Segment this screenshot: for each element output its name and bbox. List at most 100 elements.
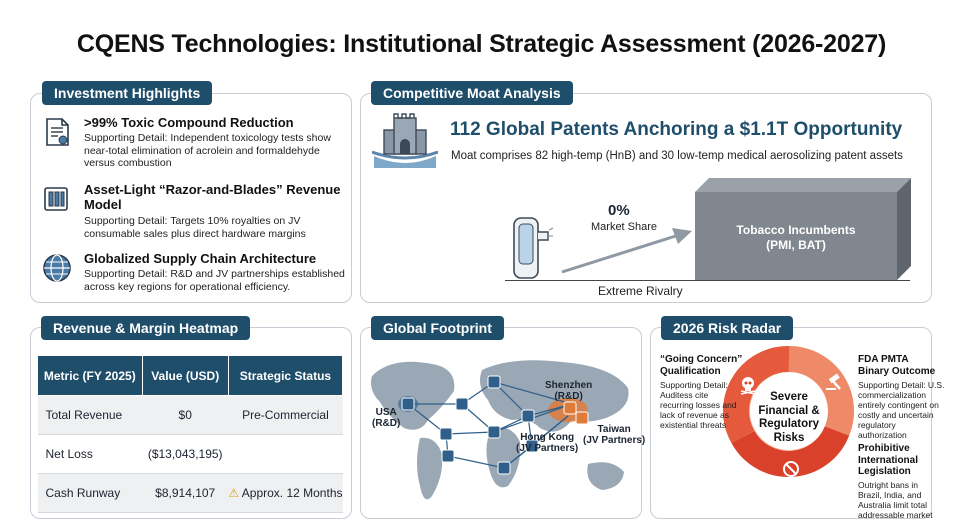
investment-highlights-tag: Investment Highlights [42, 81, 213, 105]
fda-pmta-title: FDA PMTA Binary Outcome [858, 354, 935, 377]
value-cell: $8,914,107 [142, 473, 229, 513]
risk-detail-line: regulatory [858, 420, 896, 430]
castle-moat-icon [372, 113, 438, 168]
incumbents-block [695, 178, 911, 280]
risk-detail-line: existential threats [660, 420, 727, 430]
risk-title-line: Legislation [858, 466, 911, 477]
table-header-row: Metric (FY 2025) Value (USD) Strategic S… [37, 355, 344, 396]
growth-arrow-icon [561, 228, 692, 274]
risk-title-line: FDA PMTA [858, 354, 909, 365]
location-taiwan-role: (JV Partners) [583, 435, 646, 446]
metric-cell: Total Revenue [37, 395, 143, 435]
location-taiwan: Taiwan (JV Partners) [583, 424, 645, 446]
risk-center-label: Severe Financial & Regulatory Risks [751, 391, 827, 445]
location-shenzhen-role: (R&D) [554, 391, 583, 402]
incumbents-label: Tobacco Incumbents (PMI, BAT) [695, 223, 897, 253]
moat-subtitle: Moat comprises 82 high-temp (HnB) and 30… [451, 150, 903, 162]
risk-detail-line: Brazil, India, and [858, 490, 922, 500]
location-usa: USA (R&D) [372, 407, 400, 429]
location-shenzhen-name: Shenzhen [545, 380, 593, 391]
risk-title-line: Binary Outcome [858, 365, 936, 377]
status-cell [228, 434, 343, 474]
risk-center-line: Financial & [758, 404, 820, 417]
legislation-title: Prohibitive International Legislation [858, 443, 918, 478]
risk-detail-line: Australia limit total [858, 500, 927, 510]
risk-detail-line: costly and uncertain [858, 410, 934, 420]
risk-title-line: “Going Concern” [660, 354, 743, 365]
table-row: Total Revenue $0 Pre-Commercial [37, 395, 343, 435]
highlight-detail: Supporting Detail: R&D and JV partnershi… [84, 268, 345, 293]
column-header: Strategic Status [227, 355, 344, 396]
warning-icon: ⚠ [228, 486, 240, 500]
risk-detail-line: addressable market [858, 510, 933, 520]
incumbents-label-line2: (PMI, BAT) [766, 238, 826, 252]
market-share-value: 0% [608, 202, 630, 219]
risk-detail-line: Supporting Detail: [660, 380, 728, 390]
risk-detail-line: Outright bans in [858, 480, 919, 490]
going-concern-title: “Going Concern” Qualification [660, 354, 742, 377]
risk-center-line: Regulatory [758, 418, 820, 430]
heatmap-tag: Revenue & Margin Heatmap [41, 316, 251, 340]
market-share-label: Market Share [591, 221, 658, 233]
page-title: CQENS Technologies: Institutional Strate… [76, 30, 887, 58]
location-hong-kong: Hong Kong (JV Partners) [516, 432, 578, 454]
column-header: Value (USD) [141, 355, 229, 396]
location-hong-kong-role: (JV Partners) [516, 443, 579, 454]
location-usa-name: USA [375, 407, 397, 418]
skull-icon [740, 377, 756, 395]
risk-title-line: International [858, 454, 919, 466]
heatmap-table: Metric (FY 2025) Value (USD) Strategic S… [37, 355, 344, 513]
highlight-title: Asset-Light “Razor-and-Blades” Revenue M… [84, 182, 344, 212]
competitive-moat-tag: Competitive Moat Analysis [371, 81, 573, 105]
highlight-item: Globalized Supply Chain Architecture Sup… [40, 251, 350, 301]
document-certificate-icon [46, 118, 69, 146]
risk-title-line: Qualification [660, 365, 721, 377]
highlight-item: Asset-Light “Razor-and-Blades” Revenue M… [40, 182, 350, 242]
risk-radar-tag: 2026 Risk Radar [661, 316, 794, 340]
moat-headline: 112 Global Patents Anchoring a $1.1T Opp… [450, 119, 903, 140]
globe-icon [43, 254, 71, 282]
risk-detail-line: commercialization [858, 390, 927, 400]
risk-detail-line: authorization [858, 430, 907, 440]
rivalry-baseline [505, 280, 910, 281]
rivalry-label: Extreme Rivalry [598, 284, 683, 298]
risk-detail-line: entirely contingent on [858, 400, 939, 410]
vaporizer-device-icon [513, 217, 554, 279]
column-header: Metric (FY 2025) [37, 355, 143, 396]
metric-cell: Net Loss [37, 434, 143, 474]
risk-detail-line: lack of revenue as [660, 410, 729, 420]
value-cell: $0 [142, 395, 229, 435]
risk-detail-line: Auditess cite [660, 390, 709, 400]
global-footprint-tag: Global Footprint [371, 316, 504, 340]
fda-pmta-detail: Supporting Detail: U.S. commercializatio… [858, 380, 944, 440]
status-cell: ⚠ Approx. 12 Months [228, 473, 343, 513]
highlight-title: Globalized Supply Chain Architecture [84, 251, 317, 266]
location-shenzhen: Shenzhen (R&D) [545, 380, 592, 402]
world-map [371, 360, 629, 500]
risk-center-line: Severe [770, 391, 808, 403]
highlight-title: >99% Toxic Compound Reduction [84, 115, 294, 130]
value-cell: ($13,043,195) [142, 434, 229, 474]
location-hong-kong-name: Hong Kong [520, 432, 575, 443]
incumbents-label-line1: Tobacco Incumbents [736, 223, 856, 237]
legislation-detail: Outright bans in Brazil, India, and Aust… [858, 480, 933, 520]
gavel-icon [826, 373, 841, 390]
location-usa-role: (R&D) [372, 418, 401, 429]
location-taiwan-name: Taiwan [597, 424, 631, 435]
investment-highlights-panel [30, 93, 352, 303]
risk-center-line: Risks [773, 431, 805, 444]
highlight-item: >99% Toxic Compound Reduction Supporting… [40, 115, 350, 175]
razor-icon [44, 187, 68, 211]
risk-detail-line: Supporting Detail: U.S. [858, 380, 945, 390]
risk-title-line: Prohibitive [858, 443, 910, 454]
metric-cell: Cash Runway [37, 473, 143, 513]
going-concern-detail: Supporting Detail: Auditess cite recurri… [660, 380, 737, 430]
highlight-title-text: Asset-Light “Razor-and-Blades” Revenue M… [84, 182, 341, 212]
highlight-detail: Supporting Detail: Targets 10% royalties… [84, 215, 306, 240]
risk-detail-line: recurring losses and [660, 400, 737, 410]
table-row: Net Loss ($13,043,195) [37, 434, 343, 474]
status-cell: Pre-Commercial [228, 395, 343, 435]
status-text: Approx. 12 Months [241, 486, 343, 500]
prohibited-icon [783, 461, 799, 477]
highlight-detail: Supporting Detail: Independent toxicolog… [84, 132, 331, 169]
